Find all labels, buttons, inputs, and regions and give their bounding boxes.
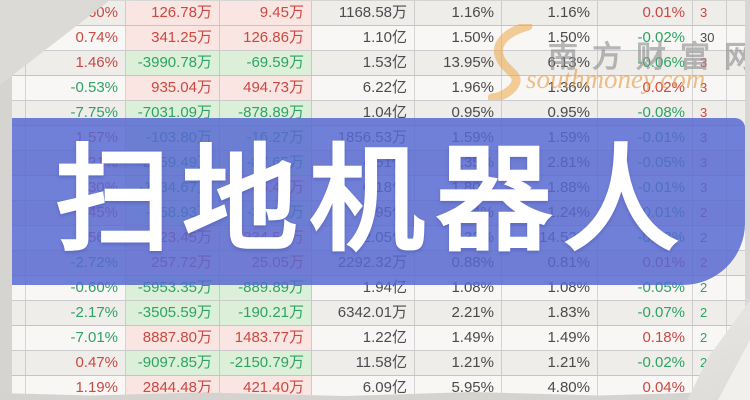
- cell: 1.49%: [502, 326, 598, 350]
- cell: 1.83%: [502, 301, 598, 325]
- cell: -0.53%: [26, 76, 126, 100]
- cell: 3: [693, 76, 727, 100]
- cell: 3: [693, 101, 727, 125]
- cell: 8887.80万: [126, 326, 220, 350]
- site-watermark: 南方财富网 southmoney.com: [460, 22, 750, 102]
- cell: 11.58亿: [312, 351, 415, 375]
- cell: 4.80%: [502, 376, 598, 400]
- cell: 2.21%: [415, 301, 502, 325]
- paper-edge-left: [0, 0, 12, 400]
- cell: -0.02%: [598, 26, 693, 50]
- cell: -0.06%: [598, 51, 693, 75]
- cell: -3505.59万: [126, 301, 220, 325]
- cell: -0.08%: [598, 101, 693, 125]
- cell: 1.16%: [502, 1, 598, 25]
- table-row[interactable]: -2.17% -3505.59万 -190.21万 6342.01万 2.21% 1.83…: [12, 301, 745, 326]
- cell: -7.75%: [26, 101, 126, 125]
- cell: 1.21%: [502, 351, 598, 375]
- cell: [727, 276, 745, 300]
- cell: 2: [693, 276, 727, 300]
- cell: 6.22亿: [312, 76, 415, 100]
- cell: 3: [693, 1, 727, 25]
- cell: 1.16%: [415, 1, 502, 25]
- cell: 1483.77万: [220, 326, 312, 350]
- cell: 1.21%: [415, 351, 502, 375]
- cell: -0.02%: [598, 351, 693, 375]
- cell: -3990.78万: [126, 51, 220, 75]
- cell: 0.74%: [26, 26, 126, 50]
- cell: 3: [693, 51, 727, 75]
- cell: 1.10亿: [312, 26, 415, 50]
- cell: 1.49%: [415, 326, 502, 350]
- cell: [12, 301, 26, 325]
- watermark-site-domain: southmoney.com: [526, 64, 706, 94]
- cell: [12, 376, 26, 400]
- cell: -0.07%: [598, 301, 693, 325]
- cell: 494.73万: [220, 76, 312, 100]
- table-row[interactable]: -0.53% 935.04万 494.73万 6.22亿 1.96% 1.36% 0.02%…: [12, 76, 745, 101]
- paper-edge-bottom: [0, 391, 750, 400]
- cell: 0.95%: [502, 101, 598, 125]
- table-row[interactable]: 0.74% 341.25万 126.86万 1.10亿 1.50% 1.50% -0.02%…: [12, 26, 745, 51]
- cell: 2: [693, 301, 727, 325]
- cell: 0.01%: [598, 1, 693, 25]
- watermark-site-name: 南方财富网: [548, 41, 750, 74]
- cell: 0.18%: [598, 326, 693, 350]
- cell: 1.96%: [415, 76, 502, 100]
- cell: 0.47%: [26, 351, 126, 375]
- cell: 6342.01万: [312, 301, 415, 325]
- cell: [12, 276, 26, 300]
- cell: 1.50%: [502, 26, 598, 50]
- cell: 1.22亿: [312, 326, 415, 350]
- watermark-swoosh-icon: [488, 24, 533, 100]
- cell: 1.19%: [26, 376, 126, 400]
- cell: 5.95%: [415, 376, 502, 400]
- table-row[interactable]: 1.46% -3990.78万 -69.59万 1.53亿 13.95% 6.13% -0.…: [12, 51, 745, 76]
- cell: -9097.85万: [126, 351, 220, 375]
- page-title: 扫地机器人: [55, 135, 690, 265]
- cell: 0.02%: [598, 76, 693, 100]
- cell: -2.17%: [26, 301, 126, 325]
- cell: -69.59万: [220, 51, 312, 75]
- cell: 1.53亿: [312, 51, 415, 75]
- cell: 0.04%: [598, 376, 693, 400]
- cell: [12, 351, 26, 375]
- cell: 935.04万: [126, 76, 220, 100]
- cell: 126.78万: [126, 1, 220, 25]
- cell: [12, 101, 26, 125]
- table-row[interactable]: 0.47% -9097.85万 -2150.79万 11.58亿 1.21% 1.21% -…: [12, 351, 745, 376]
- paper-edge-right: [745, 0, 750, 400]
- cell: 1.04亿: [312, 101, 415, 125]
- cell: -190.21万: [220, 301, 312, 325]
- cell: -2150.79万: [220, 351, 312, 375]
- cell: 0.95%: [415, 101, 502, 125]
- cell: 1168.58万: [312, 1, 415, 25]
- title-banner: [6, 118, 745, 285]
- cell: 30: [693, 26, 727, 50]
- cell: 1.46%: [26, 51, 126, 75]
- cell: 6.09亿: [312, 376, 415, 400]
- cell: 126.86万: [220, 26, 312, 50]
- cell: 341.25万: [126, 26, 220, 50]
- cell: 1.36%: [502, 76, 598, 100]
- cell: 9.45万: [220, 1, 312, 25]
- cell: -7.01%: [26, 326, 126, 350]
- cell: 6.13%: [502, 51, 598, 75]
- table-row[interactable]: -7.01% 8887.80万 1483.77万 1.22亿 1.49% 1.49% 0.1…: [12, 326, 745, 351]
- cell: [12, 326, 26, 350]
- cell: [12, 76, 26, 100]
